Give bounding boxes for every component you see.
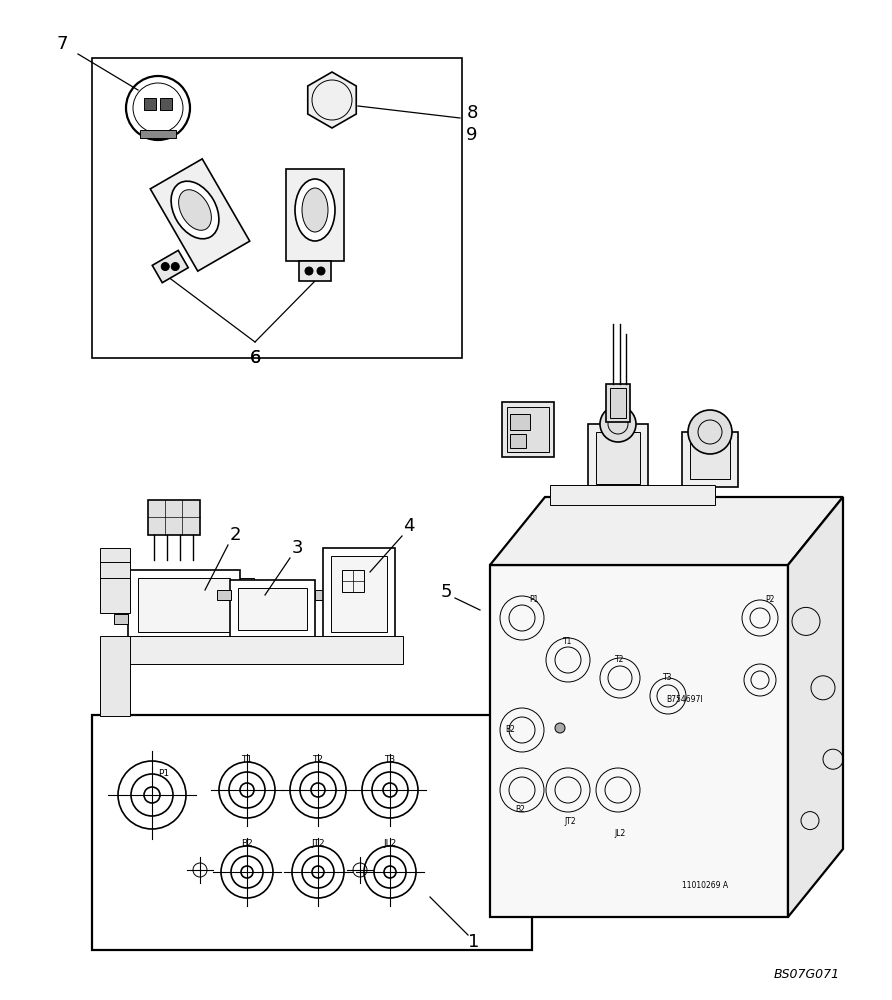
Bar (315, 590, 329, 600)
Bar (238, 588, 307, 630)
Bar (148, 500, 200, 535)
Text: BS07G071: BS07G071 (774, 968, 840, 982)
Text: B2: B2 (505, 726, 515, 734)
Bar (299, 261, 331, 281)
Bar (92, 715, 532, 950)
Polygon shape (490, 497, 843, 565)
Bar (92, 58, 462, 358)
Text: P1: P1 (529, 595, 539, 604)
Circle shape (600, 406, 636, 442)
Text: T1: T1 (242, 754, 252, 764)
Text: 5: 5 (441, 583, 451, 601)
Bar (138, 578, 230, 632)
Text: JL2: JL2 (615, 828, 625, 838)
Text: B2: B2 (241, 838, 252, 848)
Text: 7: 7 (56, 35, 68, 53)
Bar (610, 388, 626, 418)
Circle shape (555, 723, 565, 733)
Bar (100, 636, 130, 716)
Text: T3: T3 (664, 674, 673, 682)
Text: B2: B2 (515, 806, 524, 814)
Polygon shape (153, 250, 188, 283)
Bar (682, 432, 738, 487)
Circle shape (305, 267, 313, 275)
Text: 1: 1 (468, 933, 480, 951)
Text: 11010269 A: 11010269 A (682, 880, 728, 890)
Bar (606, 384, 630, 422)
Ellipse shape (295, 179, 335, 241)
Bar (114, 578, 128, 588)
Circle shape (688, 410, 732, 454)
Bar (128, 570, 240, 640)
Circle shape (317, 267, 325, 275)
Text: 8: 8 (467, 104, 478, 122)
Bar (352, 638, 366, 650)
Text: 6: 6 (249, 349, 260, 367)
Bar (342, 570, 364, 592)
Bar (323, 548, 395, 640)
Text: T2: T2 (615, 656, 624, 664)
Bar (114, 614, 128, 624)
Text: T3: T3 (384, 754, 395, 764)
Bar (690, 440, 730, 479)
Bar (217, 590, 231, 600)
Polygon shape (308, 72, 356, 128)
Bar (100, 548, 130, 613)
Bar (160, 98, 172, 110)
Bar (502, 402, 554, 457)
Circle shape (161, 263, 169, 271)
Bar (596, 432, 640, 484)
Ellipse shape (178, 190, 211, 230)
Text: JT2: JT2 (311, 838, 325, 848)
Bar (550, 485, 715, 505)
Text: T1: T1 (564, 638, 573, 647)
Text: JT2: JT2 (564, 818, 576, 826)
Text: P1: P1 (159, 768, 169, 778)
Ellipse shape (171, 181, 219, 239)
Bar (331, 556, 387, 632)
Bar (114, 596, 128, 606)
Polygon shape (788, 497, 843, 917)
Bar (140, 130, 176, 138)
Bar (240, 578, 254, 588)
Text: B754697I: B754697I (666, 696, 703, 704)
Bar (144, 98, 156, 110)
Text: JL2: JL2 (384, 838, 397, 848)
Bar (507, 407, 549, 452)
Text: P2: P2 (765, 595, 774, 604)
Bar (510, 434, 526, 448)
Ellipse shape (302, 188, 328, 232)
Bar (240, 596, 254, 606)
Bar (230, 580, 315, 638)
Text: 6: 6 (249, 349, 260, 367)
Text: 3: 3 (292, 539, 302, 557)
Text: 9: 9 (467, 126, 478, 144)
Bar (328, 638, 342, 650)
Polygon shape (150, 159, 250, 271)
Circle shape (171, 263, 179, 271)
Text: 2: 2 (229, 526, 241, 544)
Bar (490, 565, 788, 917)
Bar (510, 414, 530, 430)
Bar (376, 638, 390, 650)
Bar (128, 636, 403, 664)
Polygon shape (286, 169, 344, 261)
Text: T2: T2 (312, 754, 324, 764)
Bar (240, 614, 254, 624)
Text: 4: 4 (403, 517, 415, 535)
Bar (588, 424, 648, 492)
